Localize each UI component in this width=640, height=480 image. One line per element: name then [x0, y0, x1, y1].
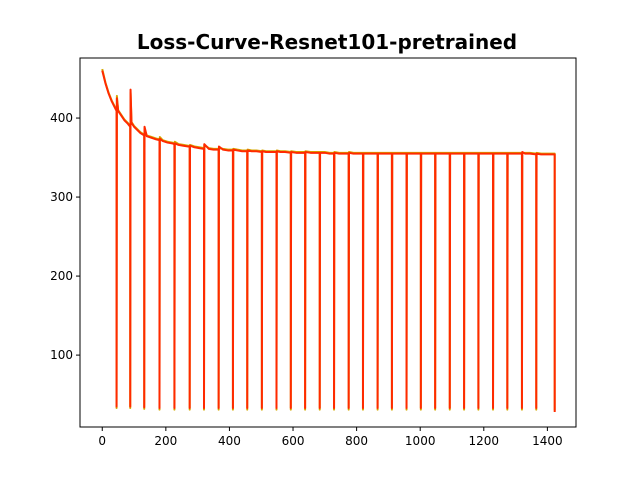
x-tick-label: 0: [98, 434, 106, 448]
plot-series: [101, 68, 556, 412]
y-tick-label: 200: [50, 269, 73, 283]
y-axis: 100 200 300 400: [50, 111, 80, 362]
x-tick-label: 1200: [469, 434, 500, 448]
x-tick-label: 200: [154, 434, 177, 448]
x-tick-label: 1000: [405, 434, 436, 448]
y-tick-label: 400: [50, 111, 73, 125]
x-tick-label: 600: [282, 434, 305, 448]
x-axis: 0 200 400 600 800 1000 1200 1400: [98, 427, 563, 448]
series-line-2: [101, 70, 556, 412]
x-tick-label: 1400: [532, 434, 563, 448]
x-tick-label: 400: [218, 434, 241, 448]
x-tick-label: 800: [345, 434, 368, 448]
y-tick-label: 300: [50, 190, 73, 204]
series-line-1: [101, 68, 556, 411]
chart-title: Loss-Curve-Resnet101-pretrained: [137, 30, 517, 54]
plot-frame: [79, 57, 577, 428]
y-tick-label: 100: [50, 348, 73, 362]
